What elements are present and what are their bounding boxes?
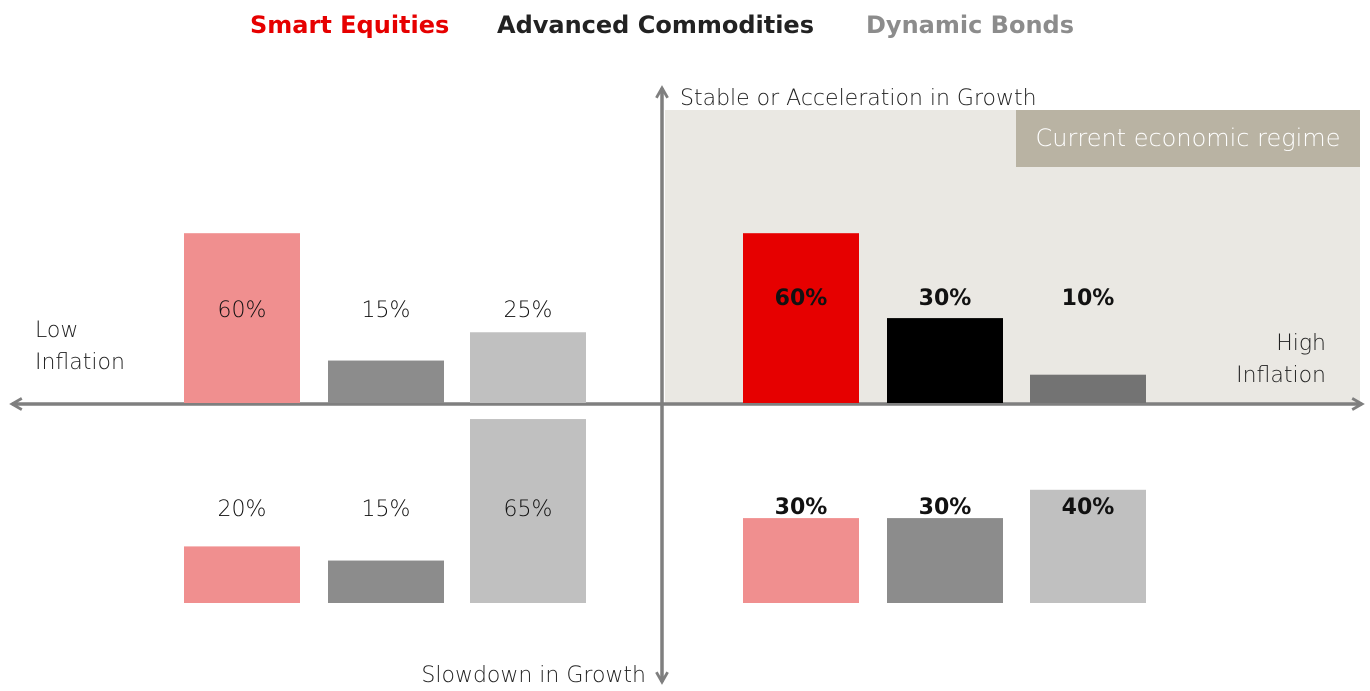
x-axis-right-label: High Inflation — [1236, 331, 1326, 388]
value-label: 60% — [218, 298, 267, 323]
bar — [328, 560, 444, 603]
value-label: 10% — [1062, 286, 1115, 311]
value-label: 40% — [1062, 495, 1115, 520]
bar — [743, 233, 859, 403]
annotation-box — [1016, 110, 1360, 167]
value-label: 65% — [504, 497, 553, 522]
bar — [184, 233, 300, 403]
value-label: 60% — [775, 286, 828, 311]
value-label: 25% — [504, 298, 553, 323]
bar — [184, 546, 300, 603]
y-axis-bottom-label: Slowdown in Growth — [421, 663, 646, 687]
y-axis-top-label: Stable or Acceleration in Growth — [680, 86, 1037, 111]
bar — [743, 518, 859, 603]
legend-entry: Advanced Commodities — [497, 11, 814, 39]
legend-entry: Smart Equities — [250, 11, 449, 39]
value-label: 15% — [362, 298, 411, 323]
legend-entry: Dynamic Bonds — [866, 11, 1074, 39]
bar — [1030, 374, 1146, 403]
bar — [887, 318, 1003, 403]
value-label: 30% — [919, 286, 972, 311]
annotation: Current economic regime — [1036, 124, 1341, 152]
value-label: 20% — [218, 497, 267, 522]
bar — [470, 332, 586, 403]
bar — [328, 360, 444, 403]
value-label: 30% — [775, 495, 828, 520]
x-axis-left-label: Low Inflation — [35, 318, 125, 375]
legend: Smart Equities Advanced Commodities Dynami… — [250, 11, 1074, 39]
value-label: 15% — [362, 497, 411, 522]
bar — [887, 518, 1003, 603]
bars: 60% 15% 25% 60% 30% 10% 20% 15% 65% 30% 30% 40% — [184, 233, 1146, 603]
value-label: 30% — [919, 495, 972, 520]
bar — [1030, 489, 1146, 603]
bar — [470, 419, 586, 603]
